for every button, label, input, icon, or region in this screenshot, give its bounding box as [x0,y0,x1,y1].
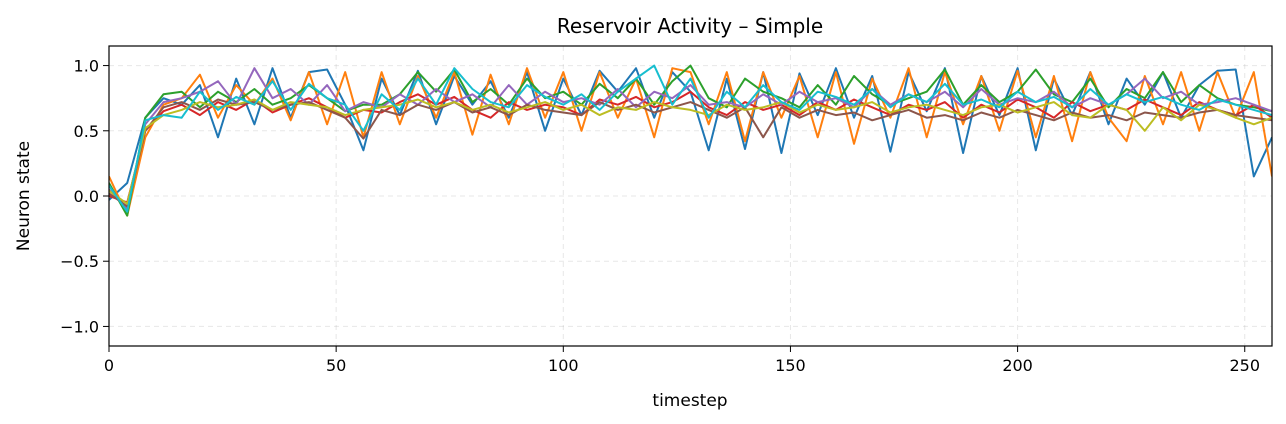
axis-ticks: 0 50 100 150 200 250 −1.0 −0.5 0.0 0.5 1.0 [60,57,1260,375]
series-line-8 [109,64,1272,213]
y-tick-label: −1.0 [60,317,99,336]
y-tick-label: −0.5 [60,252,99,271]
x-tick-label: 50 [326,356,346,375]
x-tick-label: 250 [1229,356,1260,375]
chart-title: Reservoir Activity – Simple [557,14,823,38]
series-lines [109,64,1272,217]
x-axis-label: timestep [652,391,727,411]
y-tick-label: 0.5 [74,122,99,141]
x-tick-label: 200 [1002,356,1033,375]
x-tick-label: 0 [104,356,114,375]
y-tick-label: 1.0 [74,57,99,76]
series-line-2 [109,67,1272,217]
series-line-4 [109,90,1272,204]
x-tick-label: 150 [775,356,806,375]
y-tick-label: 0.0 [74,187,99,206]
series-line-6 [109,98,1272,208]
series-line-7 [109,98,1272,205]
series-line-3 [109,64,1272,217]
x-tick-label: 100 [548,356,579,375]
y-axis-label: Neuron state [14,141,34,251]
series-line-5 [109,67,1272,210]
